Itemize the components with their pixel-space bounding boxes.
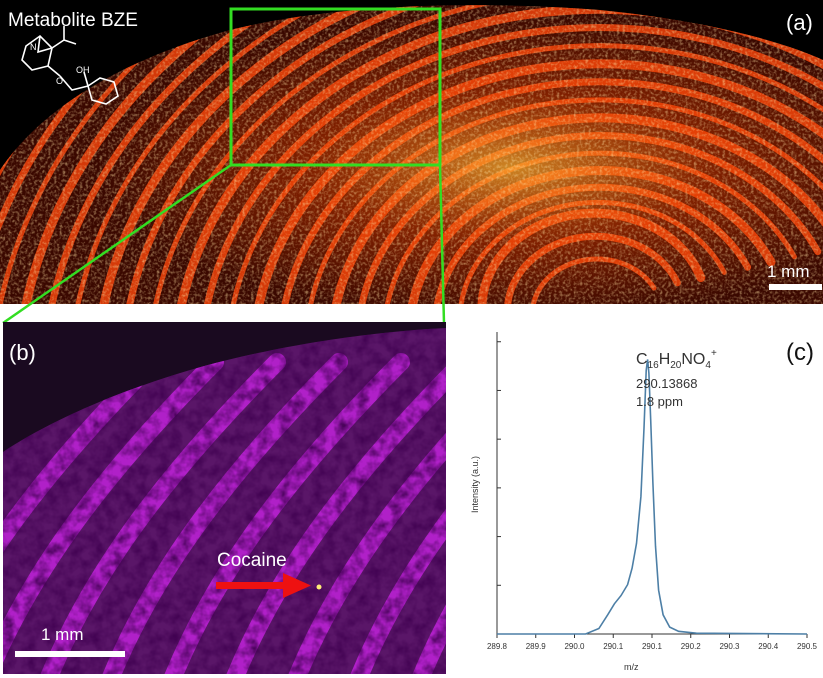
spectrum-series-line xyxy=(497,359,808,635)
panel-a-scale-label: 1 mm xyxy=(767,262,810,281)
x-tick-label: 290.1 xyxy=(642,642,663,651)
cocaine-arrow-icon xyxy=(216,573,311,598)
panel-a-label: (a) xyxy=(786,10,813,35)
x-tick-label: 290.3 xyxy=(719,642,740,651)
x-tick-label: 289.9 xyxy=(526,642,547,651)
panel-b-ms-image: (b) Cocaine 1 mm xyxy=(3,322,446,674)
cocaine-spot xyxy=(316,584,322,590)
x-tick-label: 290.5 xyxy=(797,642,818,651)
bze-heatmap: N OH O Metabolite BZE (a) 1 mm xyxy=(0,0,823,304)
cocaine-annotation: Cocaine xyxy=(217,550,287,571)
mass-value: 290.13868 xyxy=(636,376,697,391)
zoom-box xyxy=(229,7,442,167)
panel-a-scale-bar xyxy=(769,284,822,290)
mass-spectrum-chart: 289.8 289.9 290.0 290.1 290.1 290.2 290.3 290.4… xyxy=(470,332,818,672)
x-tick-label: 290.1 xyxy=(603,642,624,651)
panel-b-scale-bar xyxy=(15,651,125,657)
x-axis-label: m/z xyxy=(624,662,639,672)
x-tick-label: 290.0 xyxy=(564,642,585,651)
x-tick-label: 290.2 xyxy=(681,642,702,651)
panel-b-label: (b) xyxy=(9,340,36,365)
atom-oh: OH xyxy=(76,65,90,75)
bze-structure-icon xyxy=(21,26,119,105)
panel-b-scale-label: 1 mm xyxy=(41,625,84,644)
x-tick-label: 289.8 xyxy=(487,642,508,651)
atom-n: N xyxy=(30,42,37,52)
x-tick-label: 290.4 xyxy=(758,642,779,651)
panel-a-ms-image: N OH O Metabolite BZE (a) 1 mm xyxy=(0,0,823,304)
formula-label: C16H20NO4+ xyxy=(636,348,717,371)
cocaine-heatmap: (b) Cocaine 1 mm xyxy=(3,322,446,674)
panel-c-label: (c) xyxy=(786,339,814,366)
ppm-value: 1.8 ppm xyxy=(636,394,683,409)
panel-a-title: Metabolite BZE xyxy=(8,10,138,31)
atom-o: O xyxy=(56,76,63,86)
panel-c-spectrum: 289.8 289.9 290.0 290.1 290.1 290.2 290.3 290.4… xyxy=(452,318,823,678)
y-axis-label: Intensity (a.u.) xyxy=(470,456,480,513)
